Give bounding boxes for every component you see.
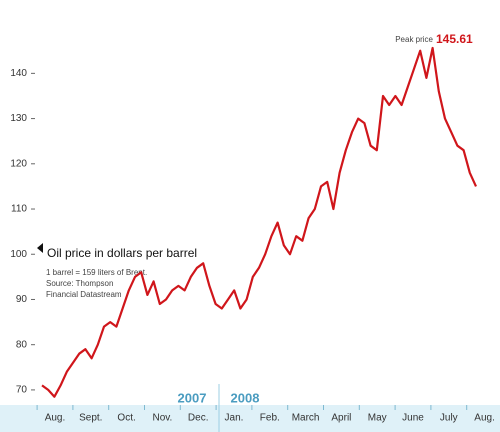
annotation: Peak price bbox=[395, 35, 433, 44]
year-label: 2007 bbox=[178, 390, 207, 405]
x-tick-label: June bbox=[402, 413, 424, 424]
x-tick-label: Aug. bbox=[474, 413, 495, 424]
y-tick-label: 140 bbox=[10, 68, 27, 79]
y-tick-label: 130 bbox=[10, 113, 27, 124]
y-tick-label: 80 bbox=[16, 339, 28, 350]
x-tick-label: Aug. bbox=[45, 413, 66, 424]
chart-title: Oil price in dollars per barrel bbox=[47, 246, 197, 260]
x-tick-label: Jan. bbox=[225, 413, 244, 424]
y-tick-label: 120 bbox=[10, 158, 27, 169]
x-tick-label: April bbox=[331, 413, 351, 424]
x-tick-label: March bbox=[292, 413, 320, 424]
subtitle: Financial Datastream bbox=[46, 290, 122, 299]
y-tick-label: 90 bbox=[16, 294, 28, 305]
y-tick-label: 100 bbox=[10, 249, 27, 260]
subtitle: Source: Thompson bbox=[46, 279, 113, 288]
x-tick-label: July bbox=[440, 413, 458, 424]
x-tick-label: Feb. bbox=[260, 413, 280, 424]
year-label: 2008 bbox=[231, 390, 260, 405]
x-tick-label: Nov. bbox=[152, 413, 172, 424]
x-tick-label: Sept. bbox=[79, 413, 102, 424]
y-tick-label: 110 bbox=[11, 204, 27, 215]
subtitle: 1 barrel = 159 liters of Brent. bbox=[46, 268, 147, 277]
peak-value: 145.61 bbox=[436, 32, 473, 46]
x-tick-label: Oct. bbox=[117, 413, 135, 424]
y-tick-label: 70 bbox=[16, 385, 28, 396]
x-tick-label: Dec. bbox=[188, 413, 209, 424]
x-axis-band bbox=[0, 405, 500, 432]
title-pointer bbox=[37, 243, 43, 253]
x-tick-label: May bbox=[368, 413, 387, 424]
price-line bbox=[41, 46, 478, 398]
